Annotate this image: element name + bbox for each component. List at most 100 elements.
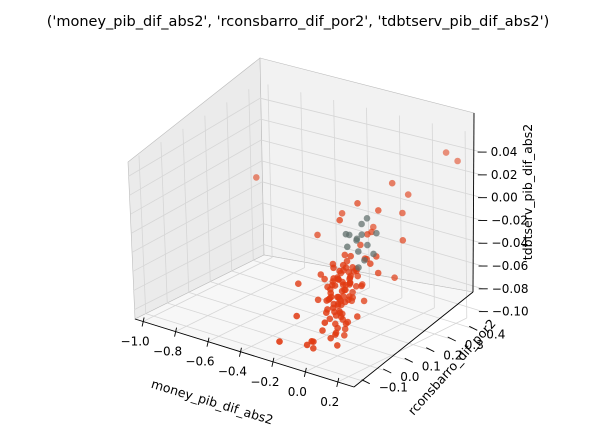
data-point: [442, 149, 450, 156]
data-point: [329, 304, 337, 312]
z-axis-line: [472, 112, 475, 293]
data-point: [314, 231, 321, 239]
data-point: [331, 282, 339, 289]
data-point: [293, 312, 301, 320]
y-tick: [426, 347, 435, 353]
x-gridline: [207, 277, 338, 343]
x-tick-label: −1.0: [121, 335, 150, 349]
x-gridline: [333, 99, 338, 278]
z-gridline: [134, 244, 264, 310]
x-tick-label: −0.4: [218, 365, 247, 379]
z-gridline: [132, 202, 263, 272]
z-gridline: [131, 181, 263, 253]
data-point: [360, 297, 368, 305]
data-point: [354, 272, 362, 280]
data-point: [358, 282, 365, 290]
z-gridline: [130, 139, 262, 215]
data-point: [342, 320, 350, 328]
x-tick: [239, 347, 242, 357]
x-gridline: [305, 307, 435, 373]
z-gridline: [130, 160, 262, 234]
y-gridline: [167, 302, 387, 372]
x-gridline: [175, 267, 305, 332]
y-tick-label: −0.1: [379, 381, 408, 395]
y-gridline: [188, 291, 408, 361]
y-tick: [404, 357, 413, 363]
data-point: [354, 313, 361, 320]
y-tick-label: 0.4: [486, 327, 505, 341]
y-tick: [447, 336, 456, 342]
data-point: [303, 341, 311, 349]
x-tick: [303, 367, 307, 377]
y-gridline: [253, 259, 473, 329]
data-point-highlight: [364, 241, 371, 249]
data-point: [327, 334, 335, 342]
z-tick-label: 0.02: [491, 168, 518, 182]
data-point: [314, 296, 322, 304]
data-point: [326, 315, 334, 323]
chart-title: ('money_pib_dif_abs2', 'rconsbarro_dif_p…: [47, 14, 550, 30]
data-point: [404, 191, 412, 198]
axis-lines: [134, 112, 475, 388]
tick-marks: [141, 151, 488, 388]
x-gridline: [431, 123, 435, 308]
data-point: [391, 274, 398, 282]
data-point: [388, 179, 396, 187]
x-tick-label: 0.2: [320, 395, 339, 409]
data-point: [317, 271, 325, 278]
data-point-highlight: [370, 250, 377, 258]
y-gridline: [248, 89, 254, 261]
y-gridline: [145, 313, 365, 383]
data-point: [339, 261, 347, 269]
x-tick: [141, 317, 145, 327]
z-gridline: [261, 139, 483, 199]
data-point: [338, 210, 346, 217]
data-point-highlight: [344, 243, 351, 251]
data-point: [336, 216, 344, 224]
y-tick-label: 0.2: [443, 349, 462, 363]
data-point: [252, 174, 260, 181]
data-point: [295, 280, 302, 288]
z-tick-label: 0.00: [491, 191, 518, 205]
data-point: [321, 275, 328, 283]
data-point-highlight: [342, 230, 350, 238]
y-axis-line: [353, 291, 474, 388]
data-point: [335, 276, 342, 283]
data-point: [323, 309, 330, 317]
data-point-highlight: [373, 229, 380, 237]
data-point: [330, 275, 337, 282]
data-point: [354, 200, 361, 207]
x-gridline: [337, 317, 467, 383]
z-tick-label: −0.10: [492, 305, 529, 319]
z-gridline: [260, 118, 482, 176]
z-gridline: [129, 118, 261, 196]
x-tick: [206, 337, 210, 347]
y-tick: [383, 368, 392, 374]
data-point: [336, 295, 343, 303]
data-point: [346, 274, 354, 281]
data-point: [338, 287, 346, 295]
data-point: [346, 279, 354, 287]
data-point: [399, 237, 407, 244]
y-gridline: [160, 142, 168, 304]
z-gridline: [263, 244, 484, 312]
x-tick-label: −0.8: [153, 345, 182, 359]
data-point-highlight: [358, 231, 366, 238]
data-point: [330, 264, 337, 272]
data-point: [346, 293, 353, 300]
scatter-points: [252, 149, 461, 352]
z-gridline: [128, 97, 261, 177]
x-tick: [271, 357, 275, 367]
data-point: [341, 332, 348, 339]
z-axis-label: tdbtserv_pib_dif_abs2: [520, 124, 535, 260]
data-point: [375, 207, 382, 214]
y-gridline: [204, 115, 211, 282]
data-point: [454, 157, 461, 165]
y-tick: [469, 325, 478, 331]
y-gridline: [138, 155, 147, 314]
data-point: [357, 241, 364, 249]
data-point: [328, 293, 335, 301]
data-point: [341, 325, 349, 333]
y-gridline: [210, 281, 430, 351]
data-point: [336, 267, 343, 275]
